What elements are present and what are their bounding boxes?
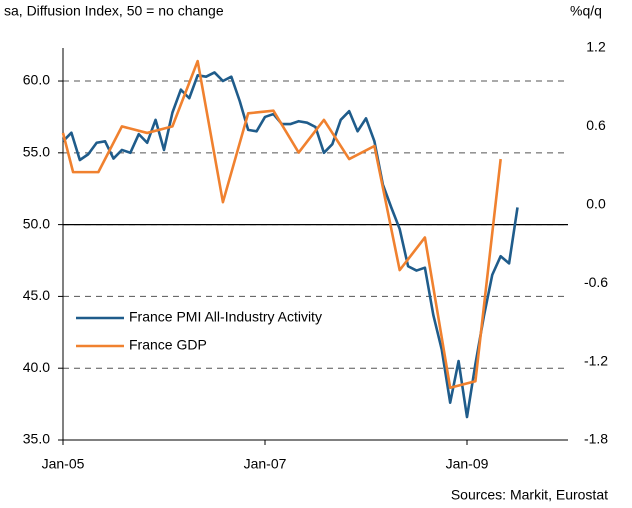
y-tick-label: 55.0 — [23, 144, 50, 160]
series-line — [61, 59, 502, 390]
y2-axis-label: %q/q — [570, 3, 602, 19]
legend-label: France PMI All-Industry Activity — [129, 309, 322, 325]
y2-tick-label: -0.6 — [584, 274, 608, 290]
source: Sources: Markit, Eurostat — [451, 487, 608, 503]
legend-label: France GDP — [129, 337, 207, 353]
y2-tick-label: 0.0 — [586, 196, 606, 212]
y-tick-label: 60.0 — [23, 72, 50, 88]
y-tick-label: 45.0 — [23, 287, 50, 303]
x-tick-label: Jan-05 — [42, 456, 85, 472]
y2-tick-label: 1.2 — [586, 39, 606, 55]
x-tick-label: Jan-07 — [244, 456, 287, 472]
y2-tick-label: -1.8 — [584, 431, 608, 447]
y2-tick-label: -1.2 — [584, 352, 608, 368]
y-tick-label: 35.0 — [23, 431, 50, 447]
series-line — [62, 71, 519, 419]
y2-tick-label: 0.6 — [586, 117, 606, 133]
y-tick-label: 50.0 — [23, 215, 50, 231]
subtitle: sa, Diffusion Index, 50 = no change — [4, 3, 224, 19]
y-tick-label: 40.0 — [23, 359, 50, 375]
x-tick-label: Jan-09 — [446, 456, 489, 472]
